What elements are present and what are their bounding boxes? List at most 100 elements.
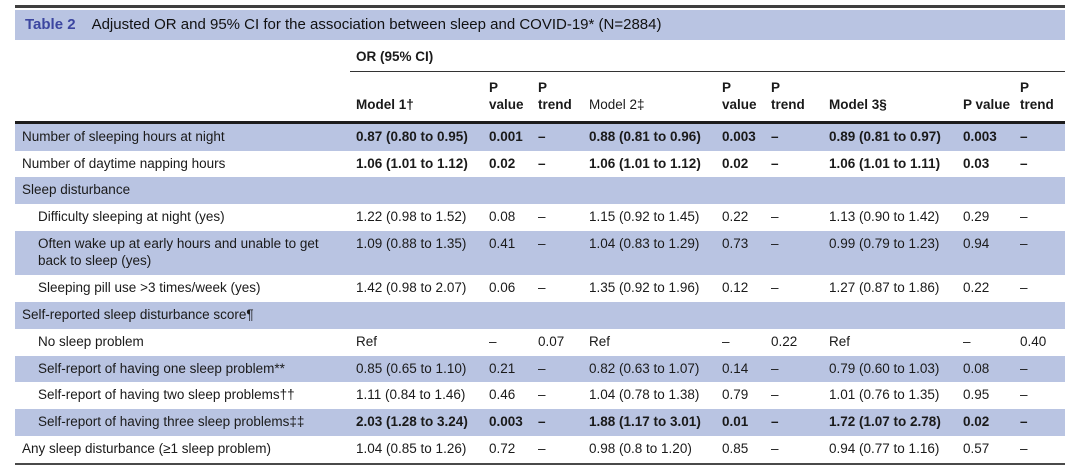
- value-cell: Ref: [829, 333, 851, 349]
- value-cell: –: [538, 209, 546, 225]
- table-title: Adjusted OR and 95% CI for the associati…: [91, 16, 662, 33]
- row-label: Self-report of having one sleep problem*…: [38, 360, 285, 376]
- value-cell: –: [538, 236, 546, 252]
- value-cell: –: [538, 279, 546, 295]
- value-cell: 0.22: [722, 209, 749, 225]
- value-cell: 0.98 (0.8 to 1.20): [589, 441, 692, 457]
- section-label: Sleep disturbance: [22, 182, 131, 198]
- row-label: No sleep problem: [38, 333, 144, 349]
- value-cell: 0.85: [722, 441, 749, 457]
- value-cell: 0.82 (0.63 to 1.07): [589, 360, 700, 376]
- table-row: Number of daytime napping hours 1.06 (1.0…: [15, 151, 1065, 178]
- value-cell: 0.46: [489, 387, 516, 403]
- value-cell: –: [771, 414, 779, 430]
- value-cell: 0.12: [722, 279, 749, 295]
- table-row: Self-report of having one sleep problem*…: [15, 355, 1066, 383]
- value-cell: 0.001: [489, 128, 523, 144]
- table-row: Difficulty sleeping at night (yes) 1.22 (…: [15, 204, 1065, 231]
- value-cell: 0.003: [489, 414, 523, 430]
- value-cell: 0.87 (0.80 to 0.95): [356, 128, 468, 144]
- value-cell: –: [771, 236, 779, 252]
- value-cell: –: [771, 128, 779, 144]
- value-cell: Ref: [589, 333, 611, 349]
- value-cell: –: [538, 128, 546, 144]
- value-cell: 0.02: [722, 155, 749, 171]
- row-label: Often wake up at early hours and unable …: [38, 236, 319, 268]
- col-header-p-value-2: P value: [716, 71, 765, 124]
- value-cell: 0.08: [963, 360, 990, 376]
- value-cell: –: [538, 360, 546, 376]
- group-header-row: OR (95% CI): [15, 40, 1066, 72]
- value-cell: 1.11 (0.84 to 1.46): [356, 387, 466, 403]
- table-row: Any sleep disturbance (≥1 sleep problem)…: [15, 436, 1065, 463]
- value-cell: 0.72: [489, 441, 516, 457]
- section-label: Self-reported sleep disturbance score¶: [22, 306, 254, 322]
- value-cell: 0.73: [722, 236, 749, 252]
- col-header-model-1: Model 1†: [350, 71, 483, 124]
- value-cell: 1.72 (1.07 to 2.78): [829, 414, 941, 430]
- value-cell: –: [538, 441, 546, 457]
- value-cell: 0.08: [489, 209, 516, 225]
- value-cell: 0.29: [963, 209, 990, 225]
- value-cell: 0.01: [722, 414, 749, 430]
- value-cell: 1.04 (0.83 to 1.29): [589, 236, 700, 252]
- table-row: Self-report of having two sleep problems…: [15, 382, 1065, 409]
- value-cell: –: [1020, 360, 1028, 376]
- value-cell: 1.04 (0.85 to 1.26): [356, 441, 467, 457]
- value-cell: 1.22 (0.98 to 1.52): [356, 209, 467, 225]
- value-cell: 2.03 (1.28 to 3.24): [356, 414, 468, 430]
- value-cell: 1.04 (0.78 to 1.38): [589, 387, 700, 403]
- value-cell: 0.14: [722, 360, 749, 376]
- value-cell: 0.41: [489, 236, 516, 252]
- table-body: Number of sleeping hours at night 0.87 (0…: [15, 122, 1066, 463]
- value-cell: 0.79: [722, 387, 749, 403]
- value-cell: 0.07: [538, 333, 565, 349]
- value-cell: 1.35 (0.92 to 1.96): [589, 279, 700, 295]
- value-cell: –: [1020, 155, 1028, 171]
- table-2-container: Table 2 Adjusted OR and 95% CI for the as…: [15, 5, 1066, 465]
- col-header-p-trend-1: P trend: [532, 71, 583, 124]
- value-cell: –: [963, 333, 971, 349]
- value-cell: 0.99 (0.79 to 1.23): [829, 236, 940, 252]
- value-cell: –: [1020, 414, 1028, 430]
- value-cell: 1.42 (0.98 to 2.07): [356, 279, 467, 295]
- value-cell: –: [1020, 209, 1028, 225]
- value-cell: 0.94: [963, 236, 990, 252]
- value-cell: 0.003: [963, 128, 997, 144]
- table-row: No sleep problem Ref – 0.07 Ref – 0.22 Ref – 0.40: [15, 329, 1065, 356]
- value-cell: –: [1020, 441, 1028, 457]
- value-cell: 1.88 (1.17 to 3.01): [589, 414, 701, 430]
- value-cell: 0.79 (0.60 to 1.03): [829, 360, 940, 376]
- value-cell: 1.06 (1.01 to 1.11): [829, 155, 941, 171]
- value-cell: –: [771, 155, 779, 171]
- col-header-variable: [15, 71, 350, 124]
- group-header-or-ci: OR (95% CI): [350, 40, 1066, 72]
- value-cell: –: [771, 279, 779, 295]
- value-cell: 0.02: [963, 414, 990, 430]
- section-header-row: Self-reported sleep disturbance score¶: [15, 301, 1066, 329]
- value-cell: 0.95: [963, 387, 990, 403]
- value-cell: 0.06: [489, 279, 516, 295]
- value-cell: 0.94 (0.77 to 1.16): [829, 441, 940, 457]
- row-label: Self-report of having two sleep problems…: [38, 387, 295, 403]
- value-cell: 1.27 (0.87 to 1.86): [829, 279, 940, 295]
- table-row: Self-report of having three sleep proble…: [15, 409, 1066, 437]
- column-header-row: Model 1† P value P trend Model 2‡ P valu…: [15, 71, 1066, 124]
- value-cell: 1.15 (0.92 to 1.45): [589, 209, 700, 225]
- col-header-p-value-3: P value: [957, 71, 1014, 124]
- value-cell: 0.03: [963, 155, 990, 171]
- col-header-model-2: Model 2‡: [583, 71, 716, 124]
- row-label: Self-report of having three sleep proble…: [38, 414, 305, 430]
- value-cell: –: [722, 333, 730, 349]
- table-number-label: Table 2: [25, 16, 76, 33]
- value-cell: –: [771, 387, 779, 403]
- value-cell: 1.13 (0.90 to 1.42): [829, 209, 940, 225]
- value-cell: Ref: [356, 333, 378, 349]
- col-header-p-trend-3: P trend: [1014, 71, 1066, 124]
- table-head: OR (95% CI) Model 1† P value P trend Mod…: [15, 40, 1066, 124]
- table-top-rule: [15, 5, 1065, 8]
- value-cell: –: [1020, 387, 1028, 403]
- value-cell: 0.21: [489, 360, 516, 376]
- col-header-p-value-1: P value: [483, 71, 532, 124]
- value-cell: –: [771, 360, 779, 376]
